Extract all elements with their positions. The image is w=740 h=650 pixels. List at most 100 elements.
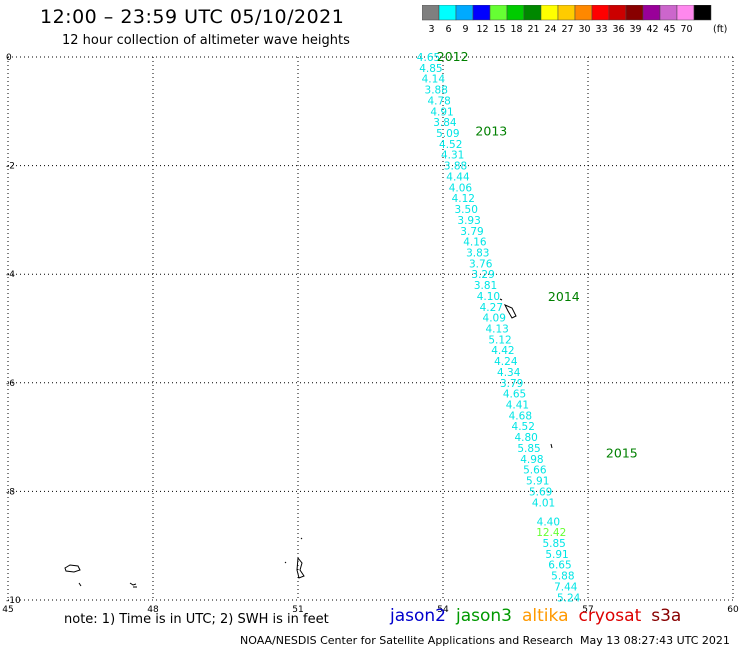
swh-point-label: 4.68 [509,410,532,422]
swh-point-label: 4.65 [503,389,526,401]
swh-point-label: 4.40 [537,516,560,528]
swh-point-label: 5.85 [517,443,540,455]
swh-point-label: 3.93 [457,215,480,227]
footer-agency: NOAA/NESDIS Center for Satellite Applica… [240,634,574,647]
x-tick-label: 57 [582,605,593,615]
swh-point-label: 4.12 [452,193,475,205]
time-label: 2012 [437,49,469,64]
island-outline [296,556,305,579]
swh-point-label: 4.10 [477,291,500,303]
swh-point-label: 4.14 [422,74,446,86]
y-tick-label: -6 [6,379,15,389]
color-bin-label: 3 [428,24,434,35]
island-outline [499,298,553,449]
satellite-name: cryosat [578,606,642,626]
satellite-legend: jason2 jason3 altika cryosat s3a [390,606,691,626]
swh-point-label: 4.65 [417,52,440,64]
y-tick-label: -8 [6,487,15,497]
swh-point-label: 4.91 [430,106,453,118]
swh-point-label: 4.16 [463,237,487,249]
swh-point-label: 4.52 [512,421,535,433]
swh-point-label: 5.24 [557,592,581,604]
swh-point-label: 4.31 [441,150,464,162]
swh-point-label: 3.50 [455,204,478,216]
color-bin-label: 9 [462,24,468,35]
swh-point-label: 4.78 [427,95,450,107]
swh-point-label: 3.83 [466,247,489,259]
swh-point-label: 5.66 [523,465,547,477]
swh-point-label: 6.65 [548,560,571,572]
y-tick-label: 0 [6,53,12,63]
swh-point-label: 3.81 [474,280,497,292]
swh-point-label: 5.12 [488,334,511,346]
swh-point-label: 4.44 [446,171,470,183]
satellite-name: jason2 [390,606,446,626]
swh-point-label: 4.27 [480,302,503,314]
swh-point-label: 3.29 [471,269,494,281]
y-tick-label: -10 [6,596,21,606]
color-bin-label: 6 [445,24,451,35]
island-outline [78,582,82,587]
color-scale-legend: 3 6 9 12 15 18 21 24 27 30 33 36 39 42 45 70 (ft) [422,5,727,35]
y-tick-label: -2 [6,162,15,172]
swh-point-label: 4.13 [485,324,508,336]
time-label: 2014 [548,289,580,304]
color-bin-label: 45 [663,24,675,35]
x-tick-label: 45 [2,605,13,615]
swh-point-label: 4.52 [439,139,462,151]
island-outlines [64,298,553,588]
swh-point-label: 5.91 [545,549,568,561]
island-outline [503,304,517,319]
satellite-name: jason3 [456,606,512,626]
swh-point-label: 5.88 [551,571,574,583]
swh-point-label: 4.06 [449,182,473,194]
swh-point-label: 4.98 [520,454,543,466]
swh-point-label: 3.79 [460,226,483,238]
color-swatch [693,5,712,21]
swh-point-label: 12.42 [536,527,566,539]
color-bin-label: 42 [646,24,658,35]
swh-point-label: 4.01 [532,497,555,509]
color-bin-label: 15 [493,24,505,35]
time-label: 2015 [606,445,638,460]
units-note: note: 1) Time is in UTC; 2) SWH is in fe… [64,612,329,627]
swh-point-label: 3.79 [500,378,523,390]
swh-point-label: 4.80 [514,432,537,444]
color-bin-label: 70 [680,24,692,35]
swh-point-label: 5.69 [529,486,552,498]
page-title: 12:00 – 23:59 UTC 05/10/2021 [40,6,345,28]
swh-point-label: 4.41 [506,400,529,412]
color-bin-label: 18 [510,24,522,35]
swh-point-label: 3.84 [433,117,457,129]
x-tick-label: 51 [292,605,303,615]
island-outline [129,582,137,588]
color-bin-label: 27 [561,24,573,35]
color-bin-label: 12 [476,24,488,35]
x-tick-label: 48 [147,605,159,615]
swh-point-label: 4.34 [497,367,521,379]
y-tick-label: -4 [6,270,15,280]
color-bin-label: 36 [612,24,624,35]
swh-point-label: 3.76 [469,258,493,270]
swh-point-label: 5.91 [526,476,549,488]
color-bin-label: 39 [629,24,641,35]
satellite-name: altika [522,606,569,626]
island-outline [284,537,303,564]
island-outline [64,564,81,573]
footer-timestamp: May 13 08:27:43 UTC 2021 [580,634,730,647]
swh-point-label: 4.42 [491,345,514,357]
x-tick-label: 54 [437,605,449,615]
satellite-name: s3a [651,606,682,626]
swh-point-label: 4.09 [483,313,506,325]
color-scale-unit: (ft) [713,24,727,35]
color-bin-label: 30 [578,24,590,35]
color-bin-label: 33 [595,24,607,35]
swh-point-label: 5.09 [436,128,459,140]
page-subtitle: 12 hour collection of altimeter wave hei… [62,33,350,48]
color-bin-label: 21 [527,24,539,35]
color-bin-label: 24 [544,24,556,35]
time-label: 2013 [475,123,507,138]
x-tick-label: 60 [727,605,739,615]
swh-point-label: 3.88 [444,161,467,173]
